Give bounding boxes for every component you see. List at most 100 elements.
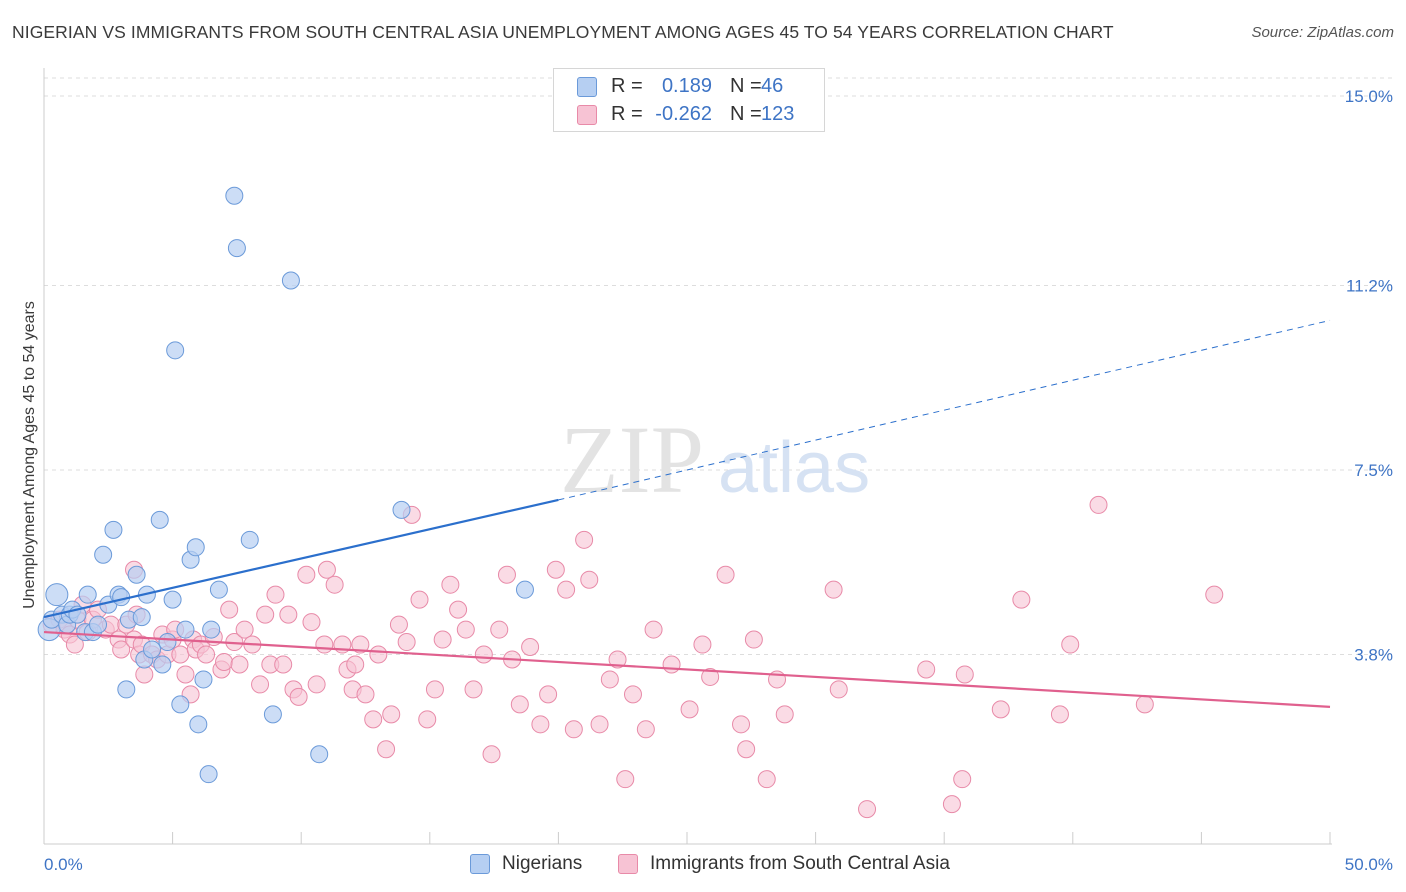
immigrants-point xyxy=(775,705,794,724)
immigrants-point xyxy=(644,620,663,639)
immigrants-point xyxy=(307,675,326,694)
nigerians-point xyxy=(166,341,185,360)
immigrants-point xyxy=(256,605,275,624)
immigrants-point xyxy=(356,685,375,704)
immigrants-point xyxy=(197,645,216,664)
immigrants-point xyxy=(955,665,974,684)
y-tick-label: 7.5% xyxy=(1354,461,1393,480)
immigrants-point xyxy=(744,630,763,649)
watermark: ZIP atlas xyxy=(560,406,870,513)
immigrants-point xyxy=(449,600,468,619)
immigrants-point xyxy=(251,675,270,694)
immigrants-point xyxy=(858,800,877,819)
immigrants-point xyxy=(600,670,619,689)
nigerians-point xyxy=(94,545,113,564)
immigrants-point xyxy=(135,665,154,684)
nigerians-point xyxy=(45,583,69,607)
nigerians-point xyxy=(150,510,169,529)
nigerians-point xyxy=(132,608,151,627)
immigrants-point xyxy=(433,630,452,649)
nigerians-point xyxy=(163,590,182,609)
immigrants-point xyxy=(557,580,576,599)
immigrants-point xyxy=(315,635,334,654)
immigrants-point xyxy=(580,570,599,589)
immigrants-point xyxy=(289,687,308,706)
immigrants-point xyxy=(235,620,254,639)
immigrants-point xyxy=(474,645,493,664)
immigrants-point xyxy=(325,575,344,594)
immigrants-point xyxy=(732,715,751,734)
immigrants-point xyxy=(716,565,735,584)
watermark-zip: ZIP xyxy=(560,406,704,513)
nigerians-trend-line xyxy=(43,498,559,619)
immigrants-point xyxy=(364,710,383,729)
immigrants-point xyxy=(410,590,429,609)
legend-r-value: -0.262 xyxy=(655,103,712,125)
nigerians-point xyxy=(78,585,97,604)
immigrants-point xyxy=(377,740,396,759)
nigerians-point xyxy=(310,745,329,764)
nigerians-trend-extension xyxy=(558,319,1331,501)
immigrants-point xyxy=(693,635,712,654)
y-tick-label: 3.8% xyxy=(1354,646,1393,665)
chart-source: Source: ZipAtlas.com xyxy=(1251,24,1394,41)
immigrants-point xyxy=(521,638,540,657)
nigerians-point xyxy=(189,715,208,734)
legend-r-value: 0.189 xyxy=(661,75,712,97)
immigrants-point xyxy=(608,650,627,669)
immigrants-point xyxy=(510,695,529,714)
immigrants-trend-line xyxy=(43,630,1331,708)
immigrants-point xyxy=(991,700,1010,719)
axes xyxy=(43,68,1332,845)
nigerians-point xyxy=(104,520,123,539)
immigrants-point xyxy=(953,770,972,789)
immigrants-point xyxy=(112,640,131,659)
nigerians-point xyxy=(199,765,218,784)
correlation-legend: R = 0.189 N = 46 R = -0.262 N = 123 xyxy=(553,68,825,132)
legend-n-label: N = xyxy=(730,75,762,97)
nigerians-point xyxy=(240,530,259,549)
immigrants-point xyxy=(215,652,234,671)
immigrants-point xyxy=(662,655,681,674)
nigerians-point xyxy=(225,186,244,205)
immigrants-point xyxy=(590,715,609,734)
trend-lines xyxy=(43,319,1331,708)
immigrants-point xyxy=(1205,585,1224,604)
legend-swatch-immigrants xyxy=(618,854,638,874)
immigrants-point xyxy=(441,575,460,594)
nigerians-point xyxy=(227,239,246,258)
nigerians-point xyxy=(194,670,213,689)
series-legend: Nigerians Immigrants from South Central … xyxy=(0,850,1406,878)
immigrants-point xyxy=(464,680,483,699)
legend-r-label: R = xyxy=(611,103,643,125)
immigrants-point xyxy=(1012,590,1031,609)
legend-n-value: 123 xyxy=(761,103,795,125)
immigrants-point xyxy=(1061,635,1080,654)
y-tick-label: 15.0% xyxy=(1345,87,1393,106)
immigrants-point xyxy=(490,620,509,639)
legend-r-label: R = xyxy=(611,75,643,97)
immigrants-point xyxy=(302,613,321,632)
immigrants-point xyxy=(564,720,583,739)
immigrants-point xyxy=(942,795,961,814)
immigrants-point xyxy=(757,770,776,789)
nigerians-point xyxy=(263,705,282,724)
immigrants-point xyxy=(1050,705,1069,724)
immigrants-point xyxy=(539,685,558,704)
nigerians-point xyxy=(127,565,146,584)
immigrants-point xyxy=(382,705,401,724)
nigerians-point xyxy=(171,695,190,714)
immigrants-point xyxy=(317,560,336,579)
nigerians-point xyxy=(158,633,177,652)
immigrants-point xyxy=(65,635,84,654)
watermark-atlas: atlas xyxy=(718,428,870,508)
immigrants-point xyxy=(829,680,848,699)
immigrants-point xyxy=(389,615,408,634)
immigrants-point xyxy=(737,740,756,759)
gridlines xyxy=(44,77,1392,656)
immigrants-point xyxy=(636,720,655,739)
legend-swatch-pink xyxy=(577,105,597,125)
immigrants-point xyxy=(701,667,720,686)
immigrants-point xyxy=(575,530,594,549)
immigrants-point xyxy=(546,560,565,579)
